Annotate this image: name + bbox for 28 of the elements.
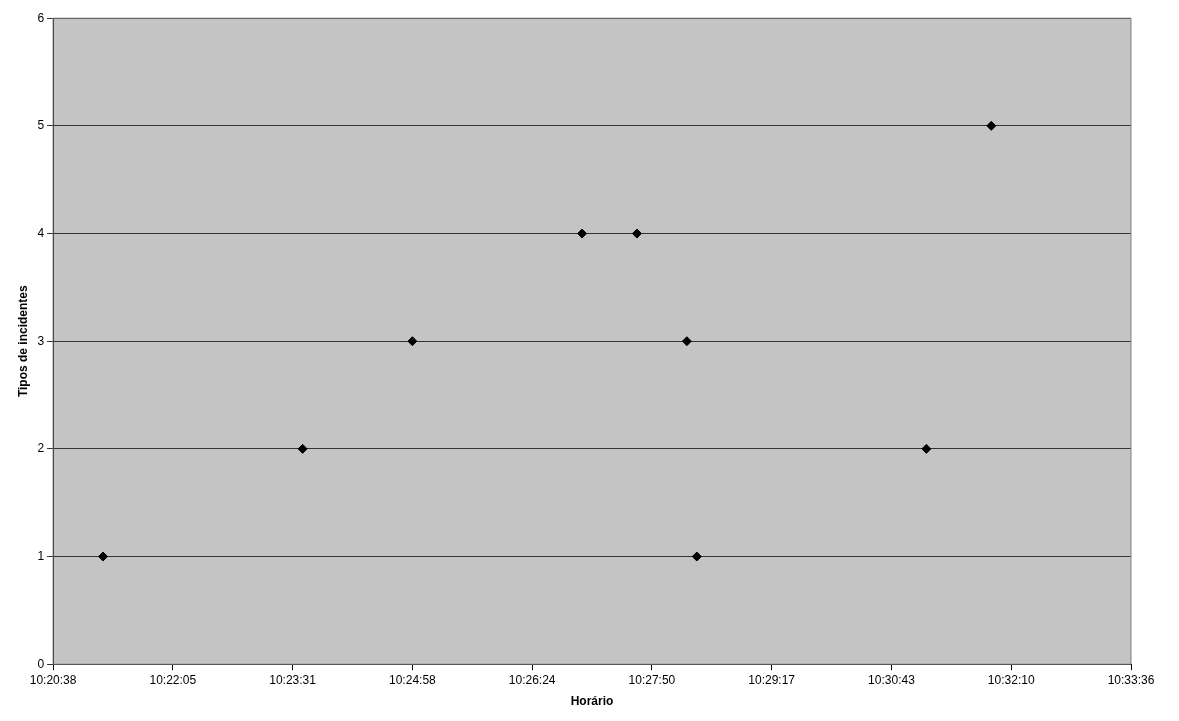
y-tick-label: 2 bbox=[37, 441, 45, 456]
point bbox=[631, 228, 642, 239]
y-tick-label: 0 bbox=[37, 656, 45, 671]
x-tick-label: 10:23:31 bbox=[269, 672, 317, 687]
y-tick-label: 5 bbox=[37, 118, 45, 133]
x-tick-label: 10:32:10 bbox=[987, 672, 1035, 687]
point bbox=[97, 551, 108, 562]
point bbox=[921, 443, 932, 454]
y-axis-title: Tipos de incidentes bbox=[15, 284, 30, 398]
y-tick-label: 1 bbox=[37, 548, 45, 563]
x-tick-label: 10:20:38 bbox=[29, 672, 77, 687]
point bbox=[691, 551, 702, 562]
x-axis-title: Horário bbox=[570, 694, 614, 709]
point bbox=[297, 443, 308, 454]
point bbox=[681, 336, 692, 347]
point bbox=[577, 228, 588, 239]
x-tick-label: 10:30:43 bbox=[868, 672, 916, 687]
x-tick-label: 10:29:17 bbox=[748, 672, 796, 687]
x-tick-label: 10:33:36 bbox=[1107, 672, 1155, 687]
y-tick-label: 4 bbox=[37, 225, 45, 240]
x-tick-label: 10:26:24 bbox=[508, 672, 556, 687]
x-tick-label: 10:22:05 bbox=[149, 672, 197, 687]
x-tick-label: 10:24:58 bbox=[389, 672, 437, 687]
y-tick-label: 6 bbox=[37, 10, 45, 25]
point bbox=[407, 336, 418, 347]
y-tick-label: 3 bbox=[37, 333, 45, 348]
x-tick-label: 10:27:50 bbox=[628, 672, 676, 687]
point bbox=[986, 120, 997, 131]
